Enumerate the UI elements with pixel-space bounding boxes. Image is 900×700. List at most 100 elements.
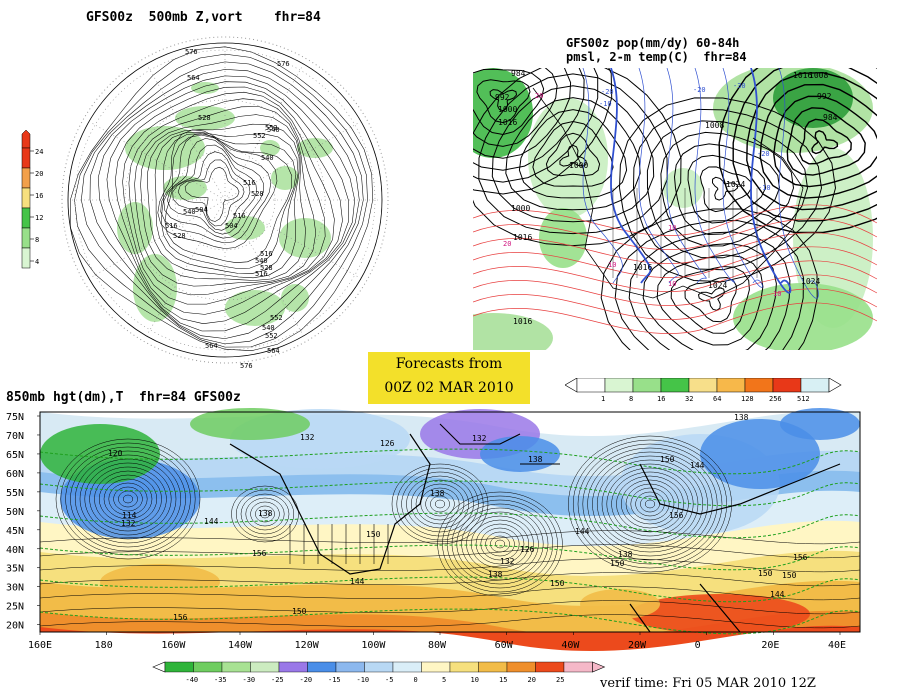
temp-contour-warm bbox=[473, 232, 877, 264]
height-contour bbox=[572, 439, 728, 569]
isobar-label: 992 bbox=[817, 92, 832, 101]
height-contour bbox=[245, 497, 285, 531]
latitude-label: 60N bbox=[6, 469, 24, 480]
isobar bbox=[476, 79, 531, 124]
height-contour bbox=[485, 531, 515, 557]
isobar-label: 984 bbox=[823, 113, 838, 122]
latitude-label: 50N bbox=[6, 507, 24, 518]
height-label: 126 bbox=[520, 545, 535, 554]
contour-label: 528 bbox=[251, 190, 264, 198]
contour-label: 504 bbox=[195, 206, 208, 214]
verification-time: verif time: Fri 05 MAR 2010 12Z bbox=[600, 676, 816, 691]
longitude-label: 0 bbox=[695, 640, 701, 651]
pop-bar-label: 1 bbox=[601, 395, 605, 403]
height-label: 156 bbox=[669, 511, 684, 520]
contour-label: 564 bbox=[187, 74, 200, 82]
height-contour bbox=[480, 527, 520, 561]
temp-bar-swatch bbox=[307, 661, 337, 673]
contour-label: 552 bbox=[265, 124, 278, 132]
temp-bar-swatch bbox=[221, 661, 251, 673]
isobar-label: 1024 bbox=[801, 277, 820, 286]
height-label: 138 bbox=[258, 509, 273, 518]
pop-bar-swatch bbox=[604, 378, 634, 393]
isobar bbox=[618, 97, 837, 283]
temp-label: 10 bbox=[668, 224, 676, 232]
isobar-label: 1016 bbox=[513, 233, 532, 242]
temp-bar-swatch bbox=[250, 661, 280, 673]
height-contour bbox=[65, 446, 191, 552]
height-contour bbox=[39, 586, 861, 601]
temp-label: -30 bbox=[733, 82, 746, 90]
temp-label: -20 bbox=[693, 86, 706, 94]
contour-label: 564 bbox=[205, 342, 218, 350]
vort-bar-swatch bbox=[21, 247, 31, 269]
temp-bar-swatch bbox=[449, 661, 479, 673]
height-contour bbox=[39, 600, 861, 615]
height-contour bbox=[425, 491, 455, 517]
temp-bar-swatch bbox=[421, 661, 451, 673]
temp-bar-label: -40 bbox=[186, 676, 199, 684]
isobar-label: 1000 bbox=[569, 161, 588, 170]
contour-label: 516 bbox=[165, 222, 178, 230]
longitude-label: 120W bbox=[295, 640, 320, 651]
regional-title-line2: pmsl, 2-m temp(C) fhr=84 bbox=[566, 50, 747, 64]
contour-label: 528 bbox=[198, 114, 211, 122]
meridian-line bbox=[86, 119, 226, 201]
contour-label: 528 bbox=[260, 264, 273, 272]
isobar bbox=[473, 68, 558, 147]
contour-label: 516 bbox=[255, 270, 268, 278]
temp-contour-cold bbox=[750, 68, 792, 294]
forecast-line2: 00Z 02 MAR 2010 bbox=[384, 380, 514, 396]
height-contour bbox=[616, 475, 684, 533]
contour-label: 528 bbox=[173, 232, 186, 240]
contour-label: 540 bbox=[261, 154, 274, 162]
height-contour bbox=[74, 454, 182, 544]
temp-contour bbox=[39, 448, 861, 475]
latitude-label: 20N bbox=[6, 621, 24, 632]
height-contour bbox=[391, 463, 489, 545]
temp-bar-swatch bbox=[193, 661, 223, 673]
temp-bar-swatch bbox=[164, 661, 194, 673]
isobar bbox=[473, 68, 545, 136]
isobar bbox=[711, 176, 739, 201]
pop-bar-swatch bbox=[688, 378, 718, 393]
temp-bar-swatch bbox=[392, 661, 422, 673]
longitude-label: 20E bbox=[761, 640, 779, 651]
contour-label: 552 bbox=[265, 332, 278, 340]
cold-air-shading bbox=[190, 408, 310, 440]
height-contour bbox=[164, 134, 293, 263]
latitude-label: 65N bbox=[6, 450, 24, 461]
latitude-label: 35N bbox=[6, 564, 24, 575]
longitude-label: 180 bbox=[95, 640, 113, 651]
temp-bar-label: -25 bbox=[271, 676, 284, 684]
height-contour bbox=[415, 483, 465, 525]
vorticity-shading bbox=[163, 176, 207, 200]
temp-contour bbox=[39, 480, 861, 507]
height-contour bbox=[39, 544, 861, 559]
temp-band bbox=[40, 610, 860, 637]
height-contour bbox=[74, 53, 368, 348]
height-label: 144 bbox=[690, 461, 705, 470]
height-contour bbox=[255, 505, 275, 523]
polar-panel-title: GFS00z 500mb Z,vort fhr=84 bbox=[86, 10, 321, 25]
vorticity-shading bbox=[191, 82, 219, 94]
global-panel-title: 850mb hgt(dm),T fhr=84 GFS00z bbox=[6, 390, 241, 405]
regional-contours bbox=[473, 68, 877, 350]
latitude-label: 40N bbox=[6, 545, 24, 556]
latitude-label: 30N bbox=[6, 583, 24, 594]
pop-bar-swatch bbox=[744, 378, 774, 393]
polar-outer-circle bbox=[61, 36, 389, 364]
height-label: 126 bbox=[380, 439, 395, 448]
longitude-label: 100W bbox=[361, 640, 386, 651]
height-label: 138 bbox=[734, 413, 749, 422]
isobar bbox=[473, 68, 599, 183]
height-label: 150 bbox=[782, 571, 797, 580]
temp-contour-warm bbox=[473, 218, 877, 250]
vort-bar-swatch bbox=[21, 187, 31, 209]
global-axes: 75N 70N 65N 60N 55N 50N 45N 40N 35N 30N 25N 20N 160E… bbox=[6, 412, 846, 651]
temp-bar-label: -20 bbox=[300, 676, 313, 684]
contour-label: 576 bbox=[277, 60, 290, 68]
latitude-circle bbox=[74, 49, 376, 351]
isobar-label: 1016 bbox=[498, 118, 517, 127]
